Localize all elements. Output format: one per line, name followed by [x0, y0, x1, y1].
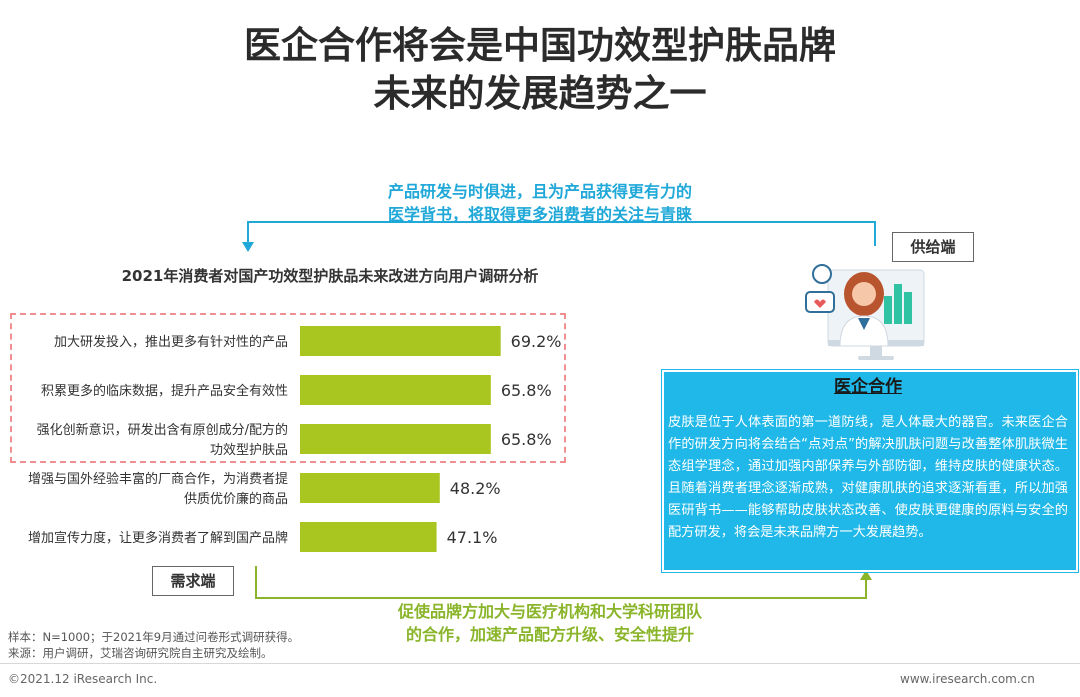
panel-title: 医企合作 [834, 377, 902, 397]
category-label-2-line-1: 积累更多的临床数据，提升产品安全有效性 [41, 383, 288, 399]
demand-arrow-line [255, 566, 867, 599]
sample-note: 样本：N=1000；于2021年9月通过问卷形式调研获得。 [8, 630, 300, 644]
bar-3 [300, 424, 491, 454]
supply-caption-line-1: 产品研发与时俱进，且为产品获得更有力的 [387, 182, 692, 201]
demand-arrow-head [860, 570, 872, 580]
category-label-1-line-1: 加大研发投入，推出更多有针对性的产品 [54, 334, 288, 350]
supply-arrow-head [242, 242, 254, 252]
supply-side-tag: 供给端 [892, 232, 974, 262]
supply-arrow-line [247, 221, 876, 246]
bar-5 [300, 522, 437, 552]
demand-caption-line-2: 的合作，加速产品配方升级、安全性提升 [405, 625, 694, 644]
bar-value-label-3: 65.8% [501, 430, 552, 449]
bar-value-label-2: 65.8% [501, 381, 552, 400]
panel-body-text: 皮肤是位于人体表面的第一道防线，是人体最大的器官。未来医企合作的研发方向将会结合… [668, 415, 1068, 540]
category-label-4-line-1: 增强与国外经验丰富的厂商合作，为消费者提 [28, 471, 288, 487]
chart-title: 2021年消费者对国产功效型护肤品未来改进方向用户调研分析 [121, 267, 539, 285]
bar-2 [300, 375, 491, 405]
medical-cooperation-panel [661, 369, 1079, 573]
supply-caption-line-2: 医学背书，将取得更多消费者的关注与青睐 [387, 205, 692, 224]
demand-side-tag: 需求端 [152, 566, 234, 596]
category-label-5-line-1: 增加宣传力度，让更多消费者了解到国产品牌 [28, 530, 288, 546]
source-note: 来源：用户调研，艾瑞咨询研究院自主研究及绘制。 [8, 646, 273, 660]
doctor-monitor-illustration [805, 264, 925, 360]
category-label-3-line-1: 强化创新意识，研发出含有原创成分/配方的 [37, 422, 288, 438]
copyright: ©2021.12 iResearch Inc. [8, 672, 158, 686]
category-label-3-line-2: 功效型护肤品 [210, 443, 288, 458]
supply-caption: 产品研发与时俱进，且为产品获得更有力的 医学背书，将取得更多消费者的关注与青睐 [360, 180, 720, 226]
bar-chart: 69.2% 加大研发投入，推出更多有针对性的产品 65.8% 积累更多的临床数据，提升… [28, 326, 562, 552]
footer-divider [0, 663, 1080, 664]
category-label-4-line-2: 供质优价廉的商品 [184, 491, 288, 507]
demand-caption: 促使品牌方加大与医疗机构和大学科研团队 的合作，加速产品配方升级、安全性提升 [300, 600, 800, 646]
bar-value-label-4: 48.2% [450, 479, 501, 498]
title-line-1: 医企合作将会是中国功效型护肤品牌 [244, 24, 836, 67]
website-link[interactable]: www.iresearch.com.cn [900, 672, 1035, 686]
highlight-box [10, 313, 566, 463]
bar-4 [300, 473, 440, 503]
title-line-2: 未来的发展趋势之一 [373, 72, 707, 115]
bar-1 [300, 326, 501, 356]
bar-value-label-5: 47.1% [447, 528, 498, 547]
page-title: 医企合作将会是中国功效型护肤品牌 未来的发展趋势之一 [0, 22, 1080, 118]
demand-caption-line-1: 促使品牌方加大与医疗机构和大学科研团队 [397, 602, 702, 621]
bar-value-label-1: 69.2% [511, 332, 562, 351]
